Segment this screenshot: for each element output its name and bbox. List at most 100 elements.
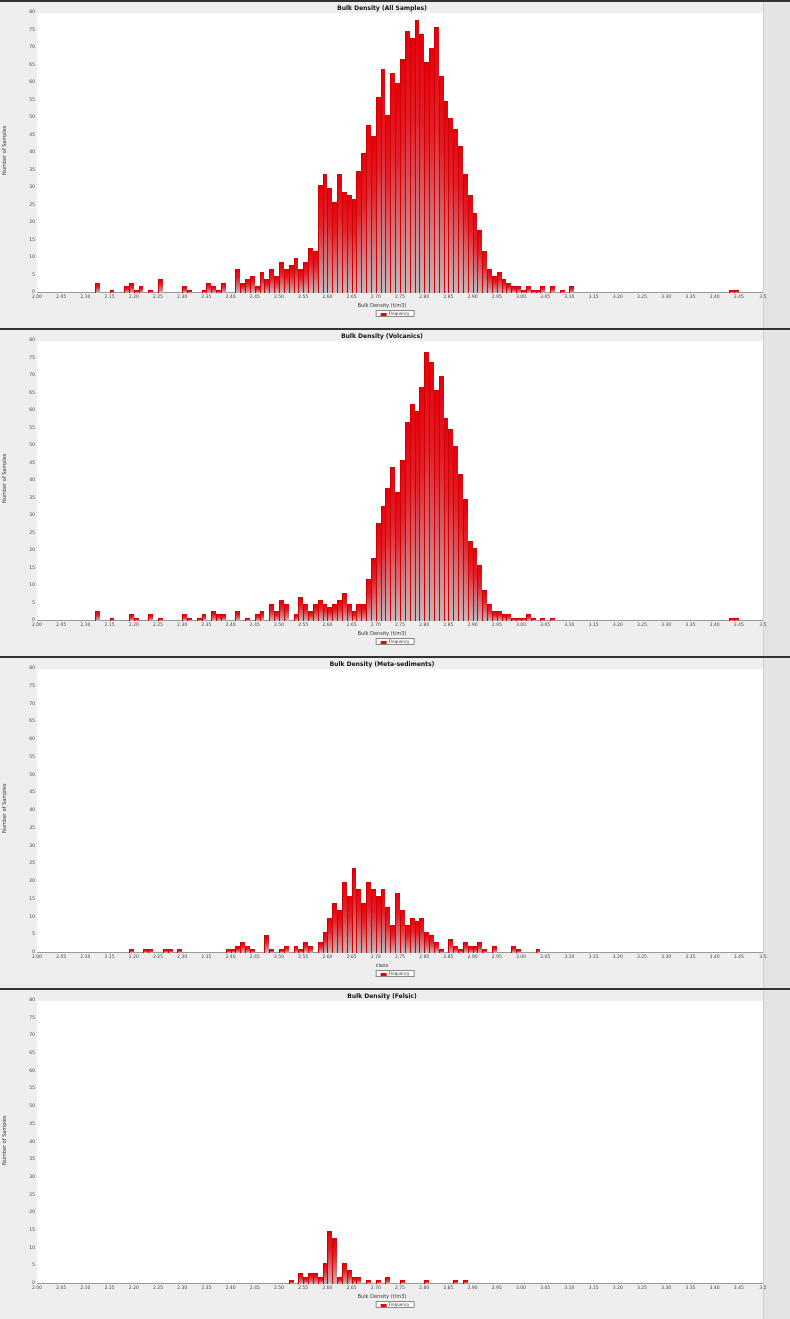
histogram-bar[interactable] [390,72,396,293]
histogram-bar[interactable] [254,614,260,621]
histogram-bar[interactable] [443,418,449,621]
histogram-bar[interactable] [279,949,284,953]
histogram-bar[interactable] [366,882,371,953]
histogram-bar[interactable] [462,1280,468,1284]
histogram-bar[interactable] [404,421,410,621]
histogram-bar[interactable] [487,603,492,621]
histogram-bar[interactable] [124,286,129,293]
scroll-strip[interactable] [763,990,790,1319]
histogram-bar[interactable] [530,289,536,293]
histogram-bar[interactable] [293,614,299,621]
histogram-bar[interactable] [409,404,415,621]
histogram-bar[interactable] [220,282,226,293]
histogram-bar[interactable] [346,1269,352,1284]
histogram-bar[interactable] [424,351,430,621]
histogram-bar[interactable] [269,949,275,953]
histogram-bar[interactable] [530,617,536,621]
histogram-bar[interactable] [279,600,284,621]
histogram-bar[interactable] [385,1276,391,1284]
histogram-bar[interactable] [404,924,410,953]
histogram-bar[interactable] [148,289,154,293]
scroll-strip[interactable] [763,2,790,328]
histogram-bar[interactable] [264,279,270,293]
histogram-bar[interactable] [467,945,473,953]
histogram-bar[interactable] [327,1230,333,1284]
histogram-bar[interactable] [337,174,342,293]
histogram-bar[interactable] [109,617,115,621]
histogram-bar[interactable] [521,289,526,293]
histogram-bar[interactable] [283,268,289,293]
histogram-bar[interactable] [240,942,246,953]
histogram-bar[interactable] [491,945,497,953]
histogram-bar[interactable] [235,945,241,953]
histogram-bar[interactable] [332,1238,338,1284]
histogram-bar[interactable] [491,610,497,621]
histogram-bar[interactable] [235,610,241,621]
histogram-bar[interactable] [424,1280,430,1284]
histogram-bar[interactable] [303,1276,309,1284]
histogram-bar[interactable] [201,614,207,621]
histogram-bar[interactable] [395,892,400,953]
histogram-bar[interactable] [390,924,396,953]
histogram-bar[interactable] [535,289,541,293]
histogram-bar[interactable] [438,949,444,953]
histogram-bar[interactable] [390,467,396,621]
histogram-bar[interactable] [351,610,357,621]
histogram-bar[interactable] [206,282,212,293]
histogram-bar[interactable] [453,945,459,953]
histogram-bar[interactable] [366,125,371,293]
histogram-bar[interactable] [312,251,318,293]
histogram-bar[interactable] [143,949,149,953]
histogram-bar[interactable] [332,202,338,293]
histogram-bar[interactable] [550,617,555,621]
histogram-bar[interactable] [414,20,420,293]
histogram-bar[interactable] [109,289,115,293]
histogram-bar[interactable] [317,184,323,293]
histogram-bar[interactable] [477,942,483,953]
histogram-bar[interactable] [298,596,304,621]
histogram-bar[interactable] [95,610,100,621]
histogram-bar[interactable] [138,286,144,293]
histogram-bar[interactable] [729,617,734,621]
histogram-bar[interactable] [288,265,294,293]
histogram-bar[interactable] [453,128,459,293]
histogram-bar[interactable] [429,48,434,293]
histogram-bar[interactable] [182,614,188,621]
histogram-bar[interactable] [361,153,367,293]
histogram-bar[interactable] [482,589,488,621]
histogram-bar[interactable] [148,614,154,621]
histogram-bar[interactable] [269,268,275,293]
histogram-bar[interactable] [303,261,309,293]
histogram-bar[interactable] [559,289,565,293]
histogram-bar[interactable] [337,1276,342,1284]
histogram-bar[interactable] [317,942,323,953]
histogram-bar[interactable] [317,600,323,621]
histogram-bar[interactable] [337,600,342,621]
histogram-bar[interactable] [569,286,575,293]
histogram-bar[interactable] [458,146,463,293]
histogram-bar[interactable] [453,446,459,621]
histogram-bar[interactable] [303,603,309,621]
histogram-bar[interactable] [211,286,217,293]
histogram-bar[interactable] [182,286,188,293]
histogram-bar[interactable] [249,949,255,953]
histogram-bar[interactable] [308,945,313,953]
scroll-strip[interactable] [763,330,790,656]
histogram-bar[interactable] [448,938,454,953]
histogram-bar[interactable] [404,30,410,293]
histogram-bar[interactable] [361,603,367,621]
histogram-bar[interactable] [337,910,342,953]
histogram-bar[interactable] [279,261,284,293]
histogram-bar[interactable] [322,603,328,621]
histogram-bar[interactable] [462,498,468,621]
histogram-bar[interactable] [438,76,444,293]
histogram-bar[interactable] [443,100,449,293]
histogram-bar[interactable] [245,279,250,293]
histogram-bar[interactable] [293,945,299,953]
histogram-bar[interactable] [249,275,255,293]
histogram-bar[interactable] [133,289,139,293]
histogram-bar[interactable] [158,617,163,621]
histogram-bar[interactable] [550,286,555,293]
histogram-bar[interactable] [487,268,492,293]
histogram-bar[interactable] [511,286,517,293]
